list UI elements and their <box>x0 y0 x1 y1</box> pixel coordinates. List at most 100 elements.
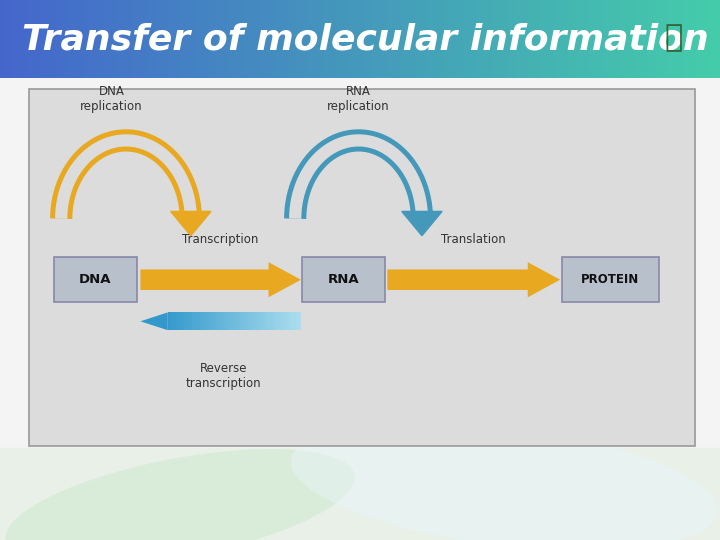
FancyBboxPatch shape <box>302 256 385 302</box>
Polygon shape <box>264 312 266 330</box>
Bar <box>394 0 397 78</box>
Bar <box>466 0 469 78</box>
Bar <box>14 0 17 78</box>
Bar <box>552 0 555 78</box>
Polygon shape <box>216 312 218 330</box>
Bar <box>583 0 586 78</box>
Polygon shape <box>194 312 197 330</box>
Bar <box>166 0 168 78</box>
Text: 🛡: 🛡 <box>664 23 683 52</box>
Bar <box>533 0 536 78</box>
Bar <box>629 0 632 78</box>
Bar <box>641 0 644 78</box>
Bar <box>454 0 456 78</box>
Bar <box>451 0 454 78</box>
Bar <box>473 0 476 78</box>
Bar <box>240 0 243 78</box>
Bar <box>679 0 683 78</box>
Bar <box>437 0 440 78</box>
Bar <box>101 0 104 78</box>
Bar <box>110 0 114 78</box>
Bar <box>567 0 570 78</box>
Bar <box>713 0 716 78</box>
Bar <box>63 0 66 78</box>
Bar <box>504 0 507 78</box>
Bar <box>108 0 111 78</box>
Polygon shape <box>210 312 213 330</box>
Text: DNA: DNA <box>79 273 112 286</box>
Bar <box>677 0 680 78</box>
Bar <box>430 0 433 78</box>
Polygon shape <box>232 312 235 330</box>
Bar <box>711 0 714 78</box>
Bar <box>197 0 200 78</box>
Bar <box>506 0 510 78</box>
Bar <box>653 0 656 78</box>
Bar <box>686 0 690 78</box>
Bar <box>389 0 392 78</box>
Polygon shape <box>184 312 186 330</box>
Bar <box>24 0 27 78</box>
Bar <box>626 0 629 78</box>
Bar <box>545 0 548 78</box>
Bar <box>127 0 130 78</box>
Bar <box>331 0 334 78</box>
Bar <box>223 0 226 78</box>
Bar <box>439 0 442 78</box>
Bar <box>233 0 236 78</box>
Bar <box>379 0 382 78</box>
Text: RNA
replication: RNA replication <box>328 85 390 113</box>
Bar <box>132 0 135 78</box>
Polygon shape <box>293 312 296 330</box>
Polygon shape <box>243 312 245 330</box>
Bar <box>396 0 399 78</box>
Bar <box>468 0 471 78</box>
Bar <box>408 0 411 78</box>
Bar <box>513 0 517 78</box>
Bar <box>149 0 152 78</box>
Polygon shape <box>226 312 229 330</box>
Bar <box>5 0 8 78</box>
FancyBboxPatch shape <box>54 256 137 302</box>
Bar <box>297 0 301 78</box>
Bar <box>581 0 584 78</box>
Bar <box>547 0 550 78</box>
Bar <box>22 0 24 78</box>
Bar <box>19 0 22 78</box>
Ellipse shape <box>5 449 355 540</box>
Bar <box>665 0 668 78</box>
Bar <box>135 0 138 78</box>
Bar <box>252 0 255 78</box>
Bar <box>288 0 291 78</box>
Bar <box>346 0 348 78</box>
Bar <box>475 0 478 78</box>
Bar <box>50 0 53 78</box>
Bar <box>470 0 474 78</box>
Bar <box>355 0 359 78</box>
Bar <box>310 0 312 78</box>
Bar <box>7 0 10 78</box>
Text: Reverse
transcription: Reverse transcription <box>185 362 261 390</box>
Bar <box>590 0 593 78</box>
Bar <box>38 0 42 78</box>
Bar <box>703 0 706 78</box>
Bar <box>79 0 82 78</box>
Polygon shape <box>279 312 282 330</box>
Polygon shape <box>298 312 301 330</box>
Bar <box>180 0 183 78</box>
Bar <box>495 0 498 78</box>
Bar <box>279 0 282 78</box>
Bar <box>593 0 596 78</box>
Bar <box>106 0 109 78</box>
Bar <box>391 0 395 78</box>
Bar <box>367 0 370 78</box>
Bar <box>595 0 598 78</box>
Polygon shape <box>274 312 277 330</box>
Bar <box>2 0 6 78</box>
Bar <box>605 0 608 78</box>
Bar <box>326 0 330 78</box>
Bar <box>333 0 337 78</box>
Text: Transcription: Transcription <box>182 233 259 246</box>
Bar <box>99 0 102 78</box>
Polygon shape <box>140 262 301 297</box>
